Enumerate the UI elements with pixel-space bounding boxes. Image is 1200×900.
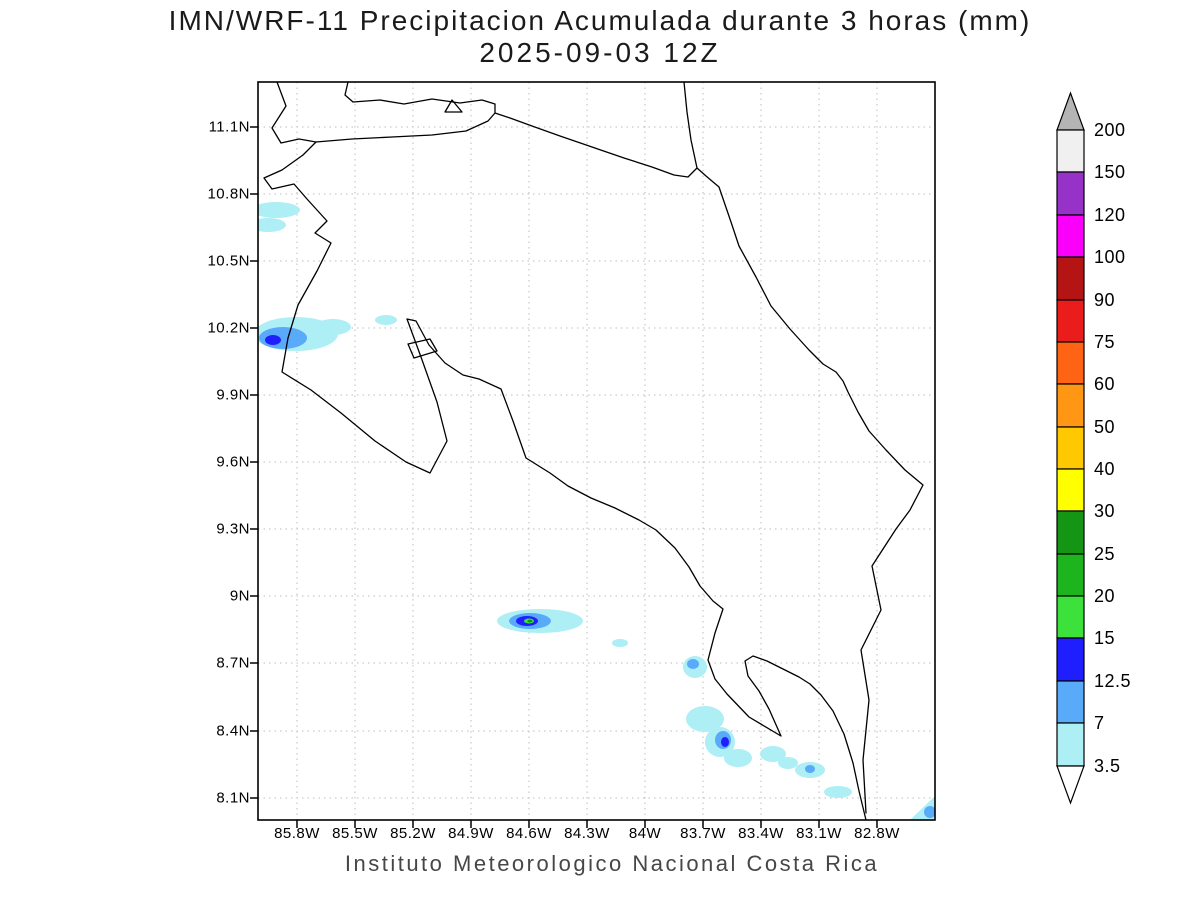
precip-band-15mm — [524, 618, 534, 624]
lat-tick-label: 10.5N — [207, 252, 250, 270]
lon-tick-label: 84W — [628, 825, 662, 842]
lat-tick-label: 8.4N — [216, 722, 250, 740]
colorbar-label: 60 — [1094, 374, 1116, 394]
lat-tick-label: 10.8N — [207, 185, 250, 203]
lat-tick-label: 8.1N — [216, 789, 250, 807]
graticule-grid — [258, 82, 935, 820]
precip-band-3-5mm — [258, 202, 935, 820]
colorbar-label: 12.5 — [1094, 671, 1132, 691]
precip-area — [721, 737, 729, 747]
precip-area — [724, 749, 752, 767]
colorbar-label: 25 — [1094, 544, 1116, 564]
colorbar-label: 3.5 — [1094, 756, 1121, 776]
lon-tick-label: 84.3W — [564, 825, 610, 842]
precip-area — [778, 757, 798, 769]
lon-tick-label: 82.8W — [854, 825, 900, 842]
precip-area — [612, 639, 628, 647]
colorbar-label: 7 — [1094, 713, 1105, 733]
lat-tick-label: 9.3N — [216, 520, 250, 538]
lon-tick-label: 83.1W — [796, 825, 842, 842]
lon-tick-label: 85.2W — [390, 825, 436, 842]
precip-area — [375, 315, 397, 325]
chira-island — [407, 338, 438, 359]
colorbar-segment — [1056, 129, 1085, 173]
colorbar-label: 20 — [1094, 586, 1116, 606]
caribbean-coastline-panama-border — [696, 167, 924, 814]
colorbar-label: 50 — [1094, 417, 1116, 437]
lon-tick-label: 85.5W — [332, 825, 378, 842]
precip-area — [760, 746, 786, 762]
coastlines-borders — [263, 82, 924, 820]
lon-tick-label: 84.9W — [448, 825, 494, 842]
precip-area — [258, 218, 286, 232]
lon-tick-label: 83.7W — [680, 825, 726, 842]
lat-tick-label: 9.6N — [216, 453, 250, 471]
colorbar-label: 200 — [1094, 120, 1126, 140]
colorbar-segment — [1056, 595, 1085, 639]
lake-nicaragua-san-juan-river — [344, 82, 698, 178]
colorbar-label: 120 — [1094, 205, 1126, 225]
colorbar-segment — [1056, 510, 1085, 555]
precip-area — [924, 806, 935, 818]
precip-area — [805, 765, 815, 773]
colorbar — [1056, 91, 1085, 805]
precip-band-12-5mm — [265, 335, 729, 747]
colorbar-label: 90 — [1094, 290, 1116, 310]
colorbar-arrow-top — [1056, 91, 1085, 131]
colorbar-segment — [1056, 214, 1085, 258]
colorbar-arrow-bottom — [1056, 765, 1085, 805]
colorbar-segment — [1056, 256, 1085, 301]
colorbar-segment — [1056, 553, 1085, 597]
colorbar-label: 100 — [1094, 247, 1126, 267]
lon-tick-label: 85.8W — [274, 825, 320, 842]
colorbar-label: 150 — [1094, 162, 1126, 182]
colorbar-segment — [1056, 171, 1085, 216]
precip-area — [824, 786, 852, 798]
plot-frame — [250, 81, 936, 828]
institution-footer: Instituto Meteorologico Nacional Costa R… — [344, 851, 880, 876]
colorbar-segment — [1056, 383, 1085, 428]
precip-area — [527, 619, 533, 623]
precipitation-shading — [258, 202, 935, 820]
colorbar-label: 15 — [1094, 628, 1116, 648]
colorbar-segment — [1056, 468, 1085, 512]
colorbar-label: 30 — [1094, 501, 1116, 521]
lat-tick-label: 9N — [229, 587, 250, 605]
precip-area — [265, 335, 281, 345]
lat-tick-label: 8.7N — [216, 654, 250, 672]
precip-area — [315, 319, 351, 335]
colorbar-segment — [1056, 299, 1085, 343]
precip-area — [258, 202, 300, 218]
lat-tick-label: 11.1N — [208, 118, 250, 136]
precip-area — [686, 706, 724, 732]
lat-tick-label: 9.9N — [216, 386, 250, 404]
lon-tick-label: 84.6W — [506, 825, 552, 842]
map-border — [257, 81, 936, 821]
colorbar-label: 75 — [1094, 332, 1116, 352]
colorbar-segment — [1056, 722, 1085, 767]
solentiname-island — [444, 99, 463, 113]
lat-tick-label: 10.2N — [207, 319, 250, 337]
axis-ticks — [250, 126, 878, 828]
colorbar-segment — [1056, 341, 1085, 385]
plot-valid-time: 2025-09-03 12Z — [479, 37, 721, 68]
plot-title: IMN/WRF-11 Precipitacion Acumulada duran… — [168, 5, 1032, 36]
precip-band-7mm — [259, 327, 935, 818]
colorbar-segment — [1056, 680, 1085, 724]
colorbar-label: 40 — [1094, 459, 1116, 479]
precip-area — [687, 659, 699, 669]
colorbar-segment — [1056, 426, 1085, 470]
lon-tick-label: 83.4W — [738, 825, 784, 842]
colorbar-segment — [1056, 637, 1085, 682]
nicaragua-border — [315, 112, 496, 143]
pacific-coastline — [263, 82, 867, 820]
